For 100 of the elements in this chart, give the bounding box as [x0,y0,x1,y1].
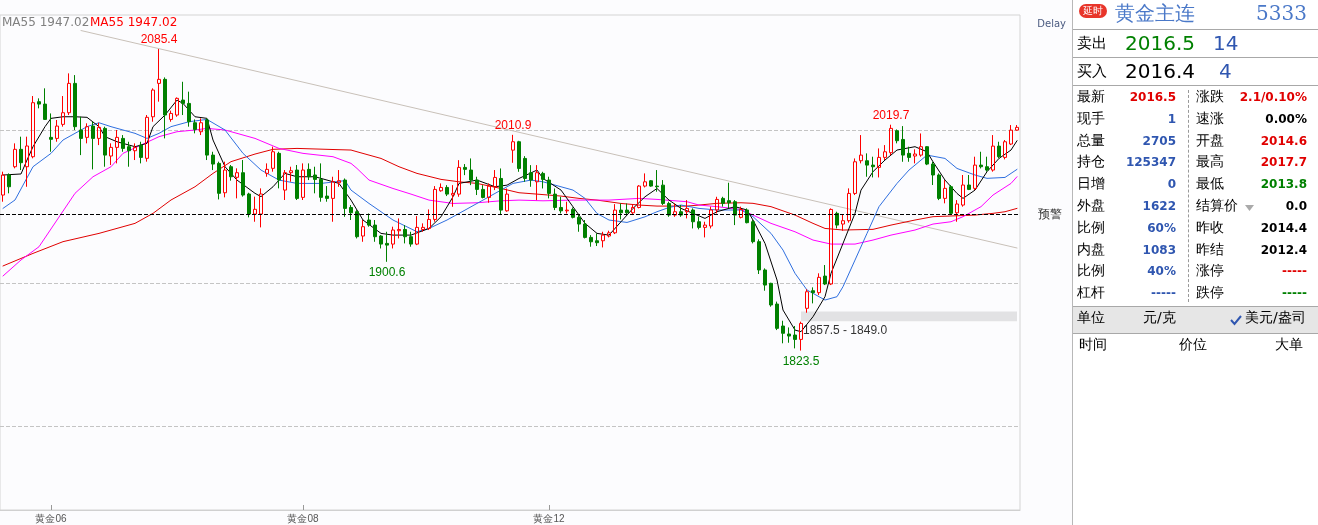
candlestick [361,219,365,243]
candlestick [943,179,947,204]
candlestick [187,91,191,128]
candlestick [661,179,665,206]
candlestick [295,164,299,201]
text: 价位 [1179,336,1207,353]
candlestick [793,325,797,349]
candlestick [157,48,161,103]
text: 2017.7 [1260,155,1307,170]
candlestick [865,152,869,178]
text: 4 [1219,59,1232,83]
candlestick [883,144,887,161]
candlestick [235,167,239,199]
candlestick [877,147,881,178]
candlestick [91,121,95,170]
text: 最高 [1196,153,1224,171]
text: 2.1/0.10% [1239,90,1307,105]
candlestick [277,151,281,189]
candlestick [217,161,221,200]
candlestick [547,176,551,199]
candlestick [655,169,659,193]
candlestick [829,207,833,286]
annotation: 2085.4 [140,32,178,47]
candlestick [667,201,671,218]
text: 内盘 [1077,240,1105,258]
candlestick [847,187,851,224]
text: 大单 [1275,336,1303,353]
candlestick [835,211,839,229]
text: 2014.4 [1260,220,1307,236]
candlestick [559,196,563,214]
annotation: 1823.5 [782,353,820,368]
text: 2013.8 [1260,177,1307,192]
text: 1622 [1142,199,1176,214]
candlestick [19,136,23,171]
text: Delay [1037,17,1067,29]
candlestick [223,161,227,198]
candlestick [85,122,89,144]
text: 最低 [1196,175,1224,192]
candlestick [13,142,17,169]
text: 外盘 [1077,197,1105,214]
text: 昨结 [1196,240,1224,258]
candlestick [487,182,491,204]
annotation: 2019.7 [872,107,910,122]
candlestick [415,215,419,246]
text: 总量 [1077,131,1105,149]
candlestick [505,187,509,213]
candlestick [241,159,245,198]
candlestick [553,187,557,211]
text: 涨停 [1196,262,1224,280]
text: 日增 [1077,175,1105,192]
candlestick [931,161,935,186]
text: 比例 [1077,218,1105,236]
candlestick [925,145,929,166]
text: 0.0 [1285,199,1307,214]
candlestick [43,87,47,121]
candlestick [973,156,977,191]
candlestick [685,199,689,219]
text: 单位 [1077,309,1105,326]
candlestick [727,182,731,209]
candlestick [757,238,761,275]
ref-line-label: 预警 [1038,207,1062,222]
text: 0 [1167,177,1176,192]
candlestick [25,136,29,188]
candlestick [901,125,905,163]
text: 5333 [1256,1,1307,25]
candlestick [313,166,317,194]
candlestick [439,182,443,193]
candlestick [325,185,329,203]
text: 涨跌 [1196,88,1224,105]
candlestick [151,87,155,123]
text: 2014.6 [1260,133,1307,148]
candlestick [787,326,791,344]
x-tick-label: 黄金12 [533,512,565,524]
candlestick [763,267,767,292]
candlestick [937,172,941,201]
candlestick [781,320,785,344]
text: 速涨 [1196,109,1224,127]
candlestick [139,141,143,164]
candlestick [247,192,251,218]
candlestick [259,187,263,228]
annotation: 2010.9 [494,117,532,132]
candlestick [79,116,83,156]
candlestick [613,203,617,235]
candlestick [397,217,401,239]
text: 黄金主连 [1115,1,1195,25]
candlestick [895,128,899,144]
candlestick [193,118,197,134]
candlestick [715,196,719,214]
text: 杠杆 [1077,284,1105,301]
text: 2705 [1142,133,1176,148]
candlestick [673,202,677,218]
candlestick [565,201,569,214]
candlestick [337,169,341,188]
candlestick [949,184,953,216]
candlestick [55,119,59,143]
band-label: 1857.5 - 1849.0 [803,323,888,338]
text: 时间 [1079,336,1107,353]
text: 跌停 [1196,284,1224,301]
candlestick [709,206,713,229]
candlestick [319,162,323,203]
